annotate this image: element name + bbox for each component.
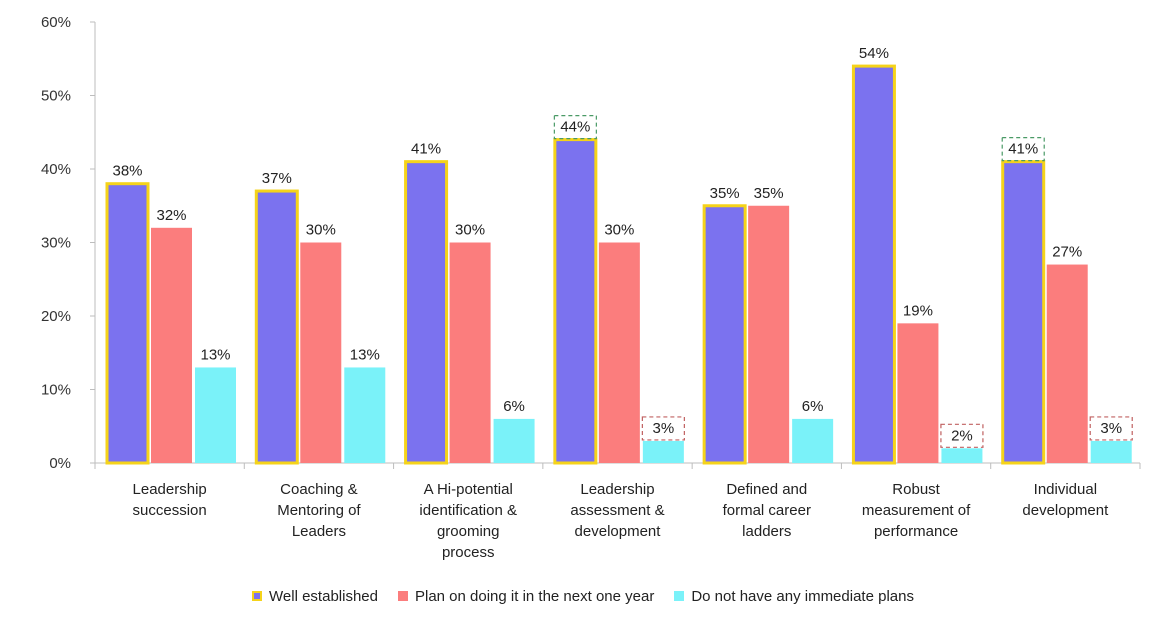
bar-series-2-4 (792, 418, 834, 463)
data-label: 30% (604, 222, 634, 239)
y-tick-label: 0% (49, 455, 71, 472)
legend-swatch-well-established (252, 591, 263, 601)
data-label: 3% (1100, 420, 1122, 437)
bar-series-0-5 (851, 64, 896, 465)
y-tick-label: 20% (41, 308, 71, 325)
bar-series-1-3 (598, 242, 640, 463)
bar-series-0-0 (105, 182, 150, 465)
data-label: 30% (455, 222, 485, 239)
x-tick-label: Coaching & Mentoring of Leaders (277, 481, 361, 540)
bar-series-2-3 (642, 440, 684, 463)
bar-series-2-2 (493, 418, 535, 463)
data-label: 6% (503, 398, 525, 415)
data-label: 13% (350, 346, 380, 363)
highlight-box (1089, 416, 1133, 441)
bar-series-0-6 (1001, 160, 1046, 465)
data-label: 6% (802, 398, 824, 415)
y-tick-label: 50% (41, 88, 71, 105)
bar-series-1-5 (897, 323, 939, 463)
bar-series-0-3 (553, 138, 598, 465)
bar-series-0-4 (702, 204, 747, 465)
bar-series-0-2 (404, 160, 449, 465)
legend-label-plan: Plan on doing it in the next one year (414, 587, 655, 605)
bar-series-1-2 (449, 242, 491, 463)
bar-series-1-4 (748, 205, 790, 463)
legend-item-plan: Plan on doing it in the next one year (397, 587, 655, 605)
y-tick-label: 40% (41, 161, 71, 178)
legend-item-no-plans: Do not have any immediate plans (674, 588, 914, 605)
data-label: 2% (951, 427, 973, 444)
highlight-box (940, 423, 984, 448)
bar-series-0-1 (254, 189, 299, 465)
data-label: 27% (1052, 244, 1082, 261)
x-tick-label: A Hi-potential identification & grooming pr… (419, 481, 517, 561)
bar-series-2-1 (344, 367, 386, 463)
bar-series-1-1 (300, 242, 342, 463)
x-tick-label: Leadership succession (133, 481, 207, 519)
data-label: 35% (710, 185, 740, 202)
legend: Well established Plan on doing it in the… (0, 583, 1166, 609)
data-label: 41% (411, 141, 441, 158)
data-label: 3% (653, 420, 675, 437)
y-tick-label: 30% (41, 235, 71, 252)
bar-series-2-5 (941, 448, 983, 463)
legend-item-well-established: Well established (252, 588, 378, 605)
bar-series-2-0 (195, 367, 236, 463)
y-tick-label: 60% (41, 14, 71, 31)
data-label: 30% (306, 222, 336, 239)
data-label: 38% (112, 163, 142, 180)
bar-series-2-6 (1090, 440, 1132, 463)
highlight-box (641, 416, 685, 441)
legend-label-no-plans: Do not have any immediate plans (691, 587, 914, 605)
highlight-box (1001, 137, 1045, 162)
data-label: 35% (754, 185, 784, 202)
bar-chart: 0% 10% 20% 30% 40% 50% 60% 38% 32% 13% Leadership s… (41, 14, 1141, 561)
data-label: 19% (903, 302, 933, 319)
x-tick-label: Leadership assessment & development (570, 481, 664, 540)
data-label: 41% (1008, 141, 1038, 158)
bar-series-1-6 (1046, 264, 1088, 463)
data-label: 37% (262, 170, 292, 187)
data-label: 13% (200, 346, 230, 363)
x-tick-label: Individual development (1022, 481, 1109, 519)
y-tick-label: 10% (41, 382, 71, 399)
data-label: 32% (156, 207, 186, 224)
legend-swatch-plan (397, 591, 408, 601)
x-tick-label: Defined and formal career ladders (723, 481, 811, 540)
highlight-box (553, 114, 597, 140)
bar-series-1-0 (151, 227, 192, 463)
legend-label-well-established: Well established (269, 587, 378, 605)
data-label: 44% (560, 119, 590, 136)
data-label: 54% (859, 45, 889, 62)
x-tick-label: Robust measurement of performance (862, 481, 971, 540)
legend-swatch-no-plans (674, 591, 685, 601)
